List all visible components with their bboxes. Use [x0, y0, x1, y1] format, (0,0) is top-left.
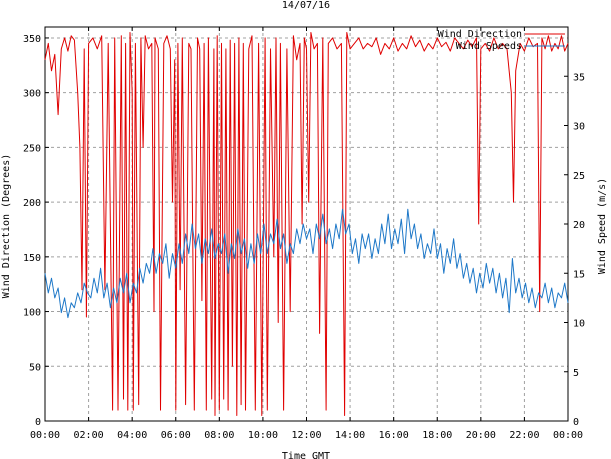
y-left-tick-label: 150: [23, 253, 41, 264]
x-tick-label: 06:00: [161, 430, 191, 441]
y-right-tick-label: 10: [573, 319, 585, 330]
y-left-tick-label: 50: [29, 362, 41, 373]
chart-title: 14/07/16: [282, 0, 330, 11]
x-axis-label: Time GMT: [282, 451, 330, 459]
legend-label-wind-direction: Wind Direction: [438, 29, 522, 40]
series-line-wind-direction: [44, 32, 569, 416]
y-right-tick-label: 30: [573, 122, 585, 133]
y-left-tick-label: 250: [23, 143, 41, 154]
series-lines: [44, 32, 569, 416]
x-tick-label: 14:00: [335, 430, 365, 441]
y-left-tick-label: 100: [23, 308, 41, 319]
legend-label-wind-speeds: Wind Speeds: [456, 41, 522, 52]
y-right-tick-label: 20: [573, 220, 585, 231]
y-right-tick-label: 5: [573, 368, 579, 379]
y-left-tick-label: 200: [23, 198, 41, 209]
series-line-wind-speeds: [44, 208, 569, 319]
x-tick-label: 20:00: [466, 430, 496, 441]
x-tick-label: 22:00: [509, 430, 539, 441]
legend: Wind Direction Wind Speeds: [438, 29, 565, 52]
x-tick-label: 12:00: [291, 430, 321, 441]
y-right-tick-label: 0: [573, 417, 579, 428]
y-right-tick-label: 25: [573, 171, 585, 182]
x-tick-label: 04:00: [117, 430, 147, 441]
x-tick-label: 02:00: [74, 430, 104, 441]
y-axis-label-left: Wind Direction (Degrees): [1, 154, 12, 299]
y-left-tick-label: 300: [23, 89, 41, 100]
legend-entry-wind-speeds: Wind Speeds: [456, 41, 565, 52]
legend-entry-wind-direction: Wind Direction: [438, 29, 565, 40]
y-left-tick-label: 0: [35, 417, 41, 428]
x-tick-label: 16:00: [379, 430, 409, 441]
x-tick-label: 10:00: [248, 430, 278, 441]
y-left-tick-label: 350: [23, 34, 41, 45]
x-tick-label: 00:00: [553, 430, 583, 441]
y-right-tick-label: 35: [573, 72, 585, 83]
y-axis-label-right: Wind Speed (m/s): [597, 178, 608, 274]
x-tick-label: 00:00: [30, 430, 60, 441]
x-tick-label: 18:00: [422, 430, 452, 441]
axis-ticks: 00:00 02:00 04:00 06:00 08:00 10:00 12:00 14:00…: [23, 27, 585, 441]
y-right-tick-label: 15: [573, 269, 585, 280]
x-tick-label: 08:00: [204, 430, 234, 441]
